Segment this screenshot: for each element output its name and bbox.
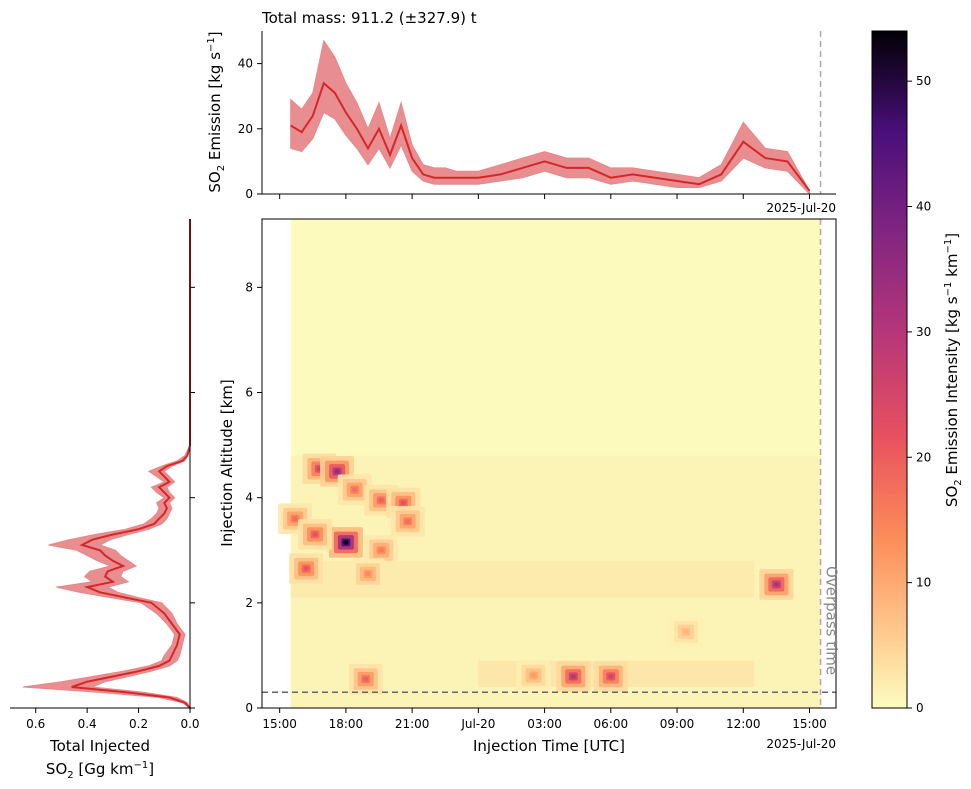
heatmap-hotspot-cell <box>773 582 779 587</box>
top-ytick-label: 40 <box>238 57 253 71</box>
left-xtick-label: 0.4 <box>78 717 97 731</box>
injection-heatmap-panel: 15:00 18:00 21:00 Jul-20 03:00 06:00 09:00 12:0… <box>218 218 841 755</box>
heatmap-hotspot-cell <box>312 532 318 537</box>
left-xlabel-line2: SO2 [Gg km−1] <box>46 760 154 781</box>
heatmap-hotspot-cell <box>363 676 369 682</box>
total-injected-profile-panel: 0.6 0.4 0.2 0.0 Total Injected SO2 [Gg km−1… <box>10 218 200 781</box>
heatmap-hotspot-cell <box>570 674 576 679</box>
left-xtick-label: 0.0 <box>180 717 199 731</box>
heatmap-xtick-label: Jul-20 <box>460 717 495 731</box>
colorbar-tick-label: 0 <box>916 701 924 715</box>
heatmap-hotspot-cell <box>365 571 371 577</box>
heatmap-frame <box>261 218 837 709</box>
left-xtick-label: 0.6 <box>26 717 45 731</box>
left-xtick-label: 0.2 <box>129 717 148 731</box>
heatmap-xlabel: Injection Time [UTC] <box>473 737 625 755</box>
heatmap-hotspot-cell <box>608 674 614 679</box>
colorbar-tick-label: 30 <box>916 325 931 339</box>
heatmap-hotspot-cell <box>303 566 309 571</box>
cbar-label-mid: km <box>943 254 961 282</box>
heatmap-xtick-label: 09:00 <box>660 717 695 731</box>
heatmap-xtick-label: 21:00 <box>395 717 430 731</box>
top-ylabel-sub: 2 <box>216 165 227 171</box>
colorbar-gradient <box>871 30 908 709</box>
heatmap-ytick-label: 0 <box>245 701 253 715</box>
colorbar-label: SO2 Emission Intensity [kg s−1 km−1] <box>943 233 964 507</box>
heatmap-hotspot-cell <box>683 629 689 635</box>
top-ylabel-rest: Emission [kg s <box>206 52 224 165</box>
cbar-label-sup2: −1 <box>943 239 954 254</box>
overpass-time-label: Overpass time <box>823 566 841 675</box>
heatmap-ylabel: Injection Altitude [km] <box>218 379 236 546</box>
cbar-label-sup1: −1 <box>943 282 954 297</box>
heatmap-xtick-label: 12:00 <box>726 717 761 731</box>
heatmap-xtick-label: 06:00 <box>594 717 629 731</box>
heatmap-ytick-label: 2 <box>245 596 253 610</box>
heatmap-ytick-label: 6 <box>245 386 253 400</box>
heatmap-hotspot-cell <box>400 500 406 506</box>
profile-line <box>71 219 191 709</box>
heatmap-hotspot-cell <box>405 519 411 524</box>
colorbar-tick-label: 50 <box>916 74 931 88</box>
heatmap-xtick-label: 03:00 <box>527 717 562 731</box>
top-ylabel: SO2 Emission [kg s−1] <box>206 31 227 192</box>
heatmap-ytick-label: 4 <box>245 491 253 505</box>
heatmap-ytick-label: 8 <box>245 280 253 294</box>
top-ylabel-main: SO <box>206 171 224 192</box>
left-xlabel-main: SO <box>46 760 67 778</box>
heatmap-hotspot-cell <box>292 516 298 521</box>
cbar-label-sub: 2 <box>953 479 964 485</box>
heatmap-hotspot-cell <box>378 498 384 503</box>
colorbar: 0 10 20 30 40 50 SO2 Emission Intensity [kg s… <box>871 30 964 715</box>
total-mass-title: Total mass: 911.2 (±327.9) t <box>261 9 477 27</box>
heatmap-hotspot-cell <box>352 487 358 493</box>
top-ylabel-end: ] <box>206 31 224 37</box>
left-xlabel-line1: Total Injected <box>49 737 150 755</box>
top-ylabel-sup: −1 <box>206 37 217 52</box>
heatmap-hotspot-cell <box>343 540 349 545</box>
left-xlabel-end: ] <box>148 760 154 778</box>
cbar-label-end: ] <box>943 233 961 239</box>
heatmap-xtick-label: 15:00 <box>792 717 827 731</box>
heatmap-xtick-label: 15:00 <box>262 717 297 731</box>
bottom-date-corner: 2025-Jul-20 <box>766 737 836 751</box>
heatmap-xtick-label: 18:00 <box>329 717 364 731</box>
emission-line <box>290 81 811 192</box>
heatmap-hotspot-cell <box>378 548 384 553</box>
top-ytick-label: 0 <box>245 187 253 201</box>
left-xlabel-sub: 2 <box>67 770 73 781</box>
heatmap-hotspot-cell <box>531 673 537 678</box>
emission-uncertainty-band <box>290 39 810 196</box>
cbar-label-main: SO <box>943 486 961 507</box>
top-ytick-label: 20 <box>238 122 253 136</box>
heatmap-hotspot-cell <box>334 469 340 474</box>
left-xlabel-sup: −1 <box>133 760 148 771</box>
colorbar-tick-label: 40 <box>916 200 931 214</box>
cbar-label-rest: Emission Intensity [kg s <box>943 296 961 479</box>
top-date-corner: 2025-Jul-20 <box>766 201 836 215</box>
profile-uncertainty-band <box>22 219 192 710</box>
emission-timeseries-panel: 0 20 40 SO2 Emission [kg s−1] 2025-Jul-20 <box>206 31 836 215</box>
colorbar-tick-label: 20 <box>916 450 931 464</box>
colorbar-tick-label: 10 <box>916 576 931 590</box>
left-xlabel-rest: [Gg km <box>74 760 134 778</box>
